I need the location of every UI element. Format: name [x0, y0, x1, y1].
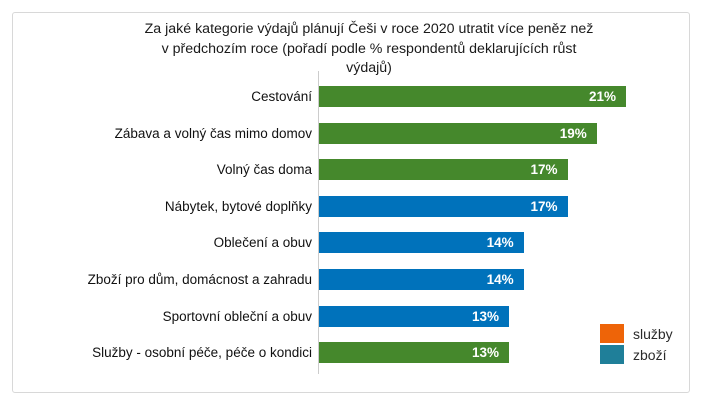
- chart-title-line-3: výdajů): [346, 60, 392, 76]
- chart-title: Za jaké kategorie výdajů plánují Češi v …: [91, 20, 647, 79]
- bar-row: Zboží pro dům, domácnost a zahradu 14%: [13, 261, 689, 298]
- chart-title-line-1: Za jaké kategorie výdajů plánují Češi v …: [144, 21, 594, 37]
- legend-label-zbozi: zboží: [633, 346, 667, 363]
- bar-zabava: 19%: [319, 122, 597, 144]
- legend-item-sluzby: služby: [600, 324, 673, 343]
- bar-value-label: 14%: [486, 235, 514, 251]
- bar-row: Nábytek, bytové doplňky 17%: [13, 188, 689, 225]
- chart-panel: Za jaké kategorie výdajů plánují Češi v …: [12, 12, 690, 393]
- bar-value-label: 13%: [472, 308, 500, 324]
- bar-volny-cas-doma: 17%: [319, 159, 568, 181]
- category-label: Oblečení a obuv: [213, 235, 312, 251]
- bar-row: Služby - osobní péče, péče o kondici 13%: [13, 334, 689, 371]
- bar-value-label: 21%: [588, 88, 617, 104]
- plot-area: Cestování 21% Zábava a volný čas mimo do…: [13, 78, 689, 371]
- category-label: Zábava a volný čas mimo domov: [114, 125, 312, 141]
- bar-cestovani: 21%: [319, 85, 627, 107]
- bar-sportovni-obleceni: 13%: [319, 305, 510, 327]
- bar-row: Zábava a volný čas mimo domov 19%: [13, 115, 689, 152]
- chart-title-line-2: v předchozím roce (pořadí podle % respon…: [161, 40, 577, 57]
- bar-row: Sportovní obleční a obuv 13%: [13, 298, 689, 335]
- legend-label-sluzby: služby: [633, 325, 673, 342]
- bar-value-label: 13%: [472, 345, 500, 361]
- bar-row: Volný čas doma 17%: [13, 151, 689, 188]
- category-label: Služby - osobní péče, péče o kondici: [92, 345, 312, 361]
- bar-nabytek: 17%: [319, 195, 568, 217]
- legend-swatch-sluzby: [600, 324, 624, 343]
- y-axis-line: [318, 71, 319, 374]
- bar-value-label: 17%: [530, 198, 558, 214]
- category-label: Nábytek, bytové doplňky: [164, 198, 312, 214]
- category-label: Sportovní obleční a obuv: [162, 308, 312, 324]
- legend-item-zbozi: zboží: [600, 345, 673, 364]
- legend: služby zboží: [600, 324, 673, 366]
- bar-value-label: 19%: [559, 125, 587, 141]
- bar-sluzby-osobni-pece: 13%: [319, 342, 510, 364]
- bar-obleceni: 14%: [319, 232, 524, 254]
- bar-value-label: 14%: [486, 272, 514, 288]
- category-label: Volný čas doma: [216, 162, 312, 178]
- bar-value-label: 17%: [530, 162, 558, 178]
- bar-row: Oblečení a obuv 14%: [13, 225, 689, 262]
- bar-row: Cestování 21%: [13, 78, 689, 115]
- legend-swatch-zbozi: [600, 345, 624, 364]
- category-label: Cestování: [251, 88, 312, 104]
- category-label: Zboží pro dům, domácnost a zahradu: [87, 272, 312, 288]
- bar-zbozi-pro-dum: 14%: [319, 269, 524, 291]
